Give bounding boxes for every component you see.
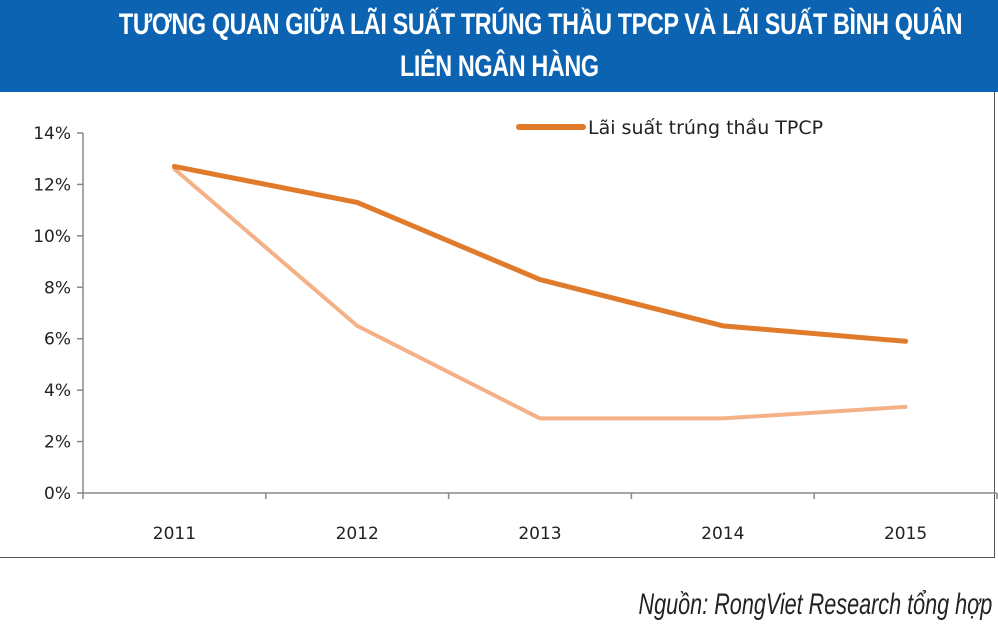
legend-label: Lãi suất trúng thầu TPCP [588, 117, 823, 139]
x-tick-label: 2013 [518, 524, 561, 544]
y-tick-label: 4% [44, 381, 71, 401]
x-tick-label: 2011 [153, 524, 196, 544]
x-tick-label: 2012 [336, 524, 379, 544]
x-tick-label: 2015 [884, 524, 927, 544]
y-tick-label: 14% [33, 124, 71, 144]
chart-frame [0, 92, 995, 558]
series-line [172, 167, 908, 421]
y-tick-label: 8% [44, 278, 71, 298]
chart-title: TƯƠNG QUAN GIỮA LÃI SUẤT TRÚNG THẦU TPCP… [0, 0, 998, 92]
y-tick-label: 2% [44, 433, 71, 453]
y-tick-label: 12% [33, 175, 71, 195]
x-tick-label: 2014 [701, 524, 744, 544]
series-line [171, 163, 909, 344]
y-tick-label: 6% [44, 330, 71, 350]
y-tick-label: 0% [44, 484, 71, 504]
y-tick-label: 10% [33, 227, 71, 247]
title-line-2: LIÊN NGÂN HÀNG [399, 50, 599, 83]
title-line-1: TƯƠNG QUAN GIỮA LÃI SUẤT TRÚNG THẦU TPCP… [118, 8, 963, 41]
source-note: Nguồn: RongViet Research tổng hợp [638, 588, 992, 621]
